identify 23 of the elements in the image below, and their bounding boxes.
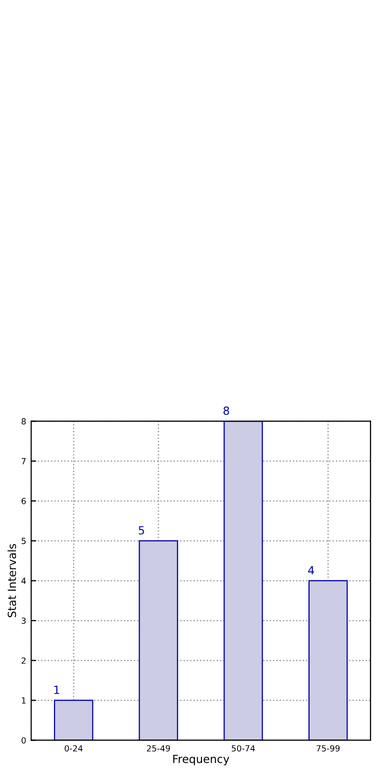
bar xyxy=(54,700,94,740)
x-tick-label: 0-24 xyxy=(64,745,83,752)
y-tick-label: 5 xyxy=(22,538,26,544)
y-tick-label: 3 xyxy=(22,618,26,624)
y-tick-label: 8 xyxy=(22,418,26,424)
x-tick-label: 25-49 xyxy=(146,745,170,752)
bar xyxy=(308,580,348,740)
y-tick-label: 4 xyxy=(21,578,26,584)
x-tick-label: 50-74 xyxy=(232,745,255,752)
y-tick-label: 6 xyxy=(22,498,26,504)
y-axis-title: Stat Intervals xyxy=(8,544,16,618)
y-tick-label: 7 xyxy=(22,458,26,464)
y-tick-label: 0 xyxy=(22,737,26,744)
data-label: 8 xyxy=(224,406,230,415)
data-label: 1 xyxy=(54,686,60,694)
bar xyxy=(224,421,263,740)
x-tick-label: 75-99 xyxy=(316,745,340,752)
data-label: 4 xyxy=(308,566,314,574)
x-axis-title: Frequency xyxy=(173,754,230,766)
y-tick-label: 2 xyxy=(22,657,26,664)
bar xyxy=(138,540,178,740)
data-label: 5 xyxy=(138,526,144,535)
y-tick-label: 1 xyxy=(22,697,26,704)
